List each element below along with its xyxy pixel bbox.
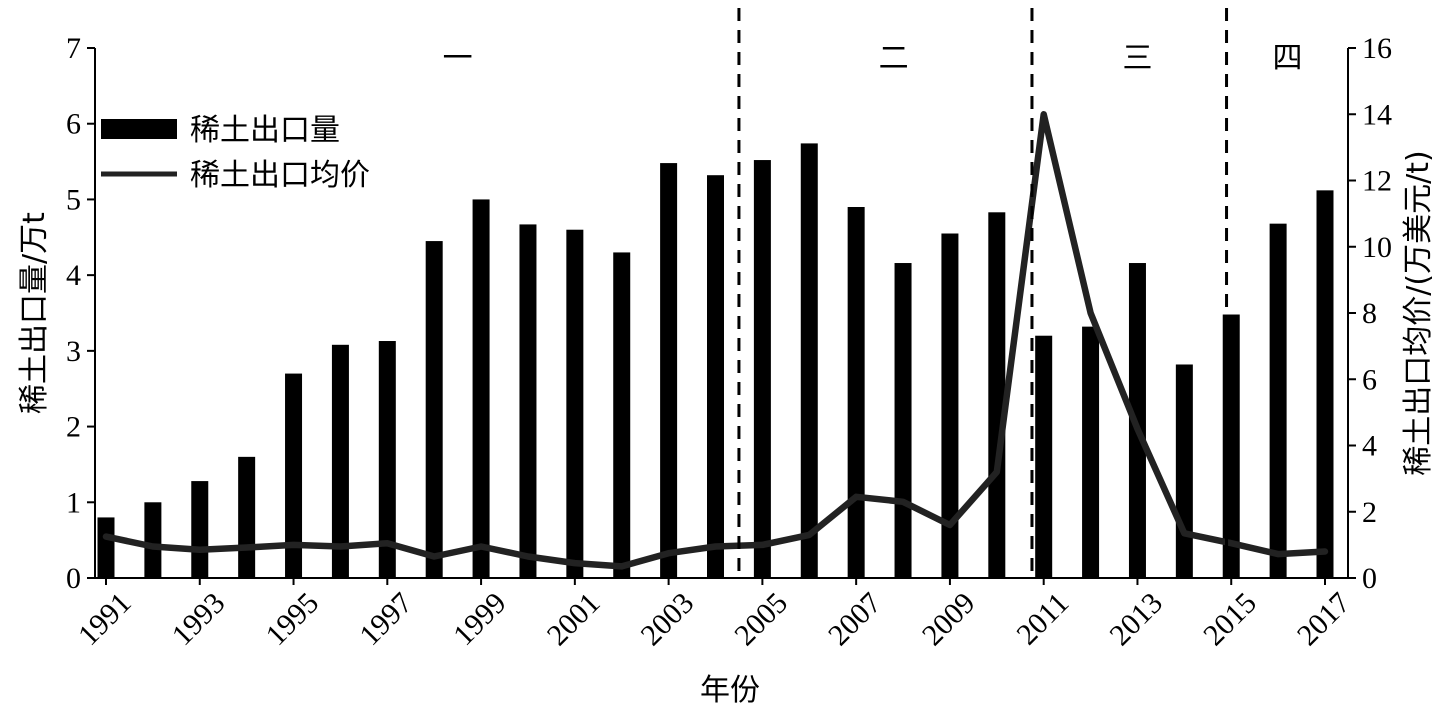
x-tick-label-2015: 2015 [1197, 586, 1263, 652]
bar-2006 [800, 143, 818, 578]
left-tick-label-4: 4 [66, 259, 81, 292]
x-tick-label-2009: 2009 [916, 586, 982, 652]
right-tick-label-6: 6 [1362, 363, 1377, 396]
right-tick-label-8: 8 [1362, 297, 1377, 330]
legend-bar-swatch [101, 119, 177, 139]
bar-2015 [1222, 314, 1240, 578]
x-tick-label-1995: 1995 [259, 586, 325, 652]
x-tick-label-1999: 1999 [447, 586, 513, 652]
bar-2002 [613, 252, 631, 578]
bar-1996 [331, 344, 349, 578]
bar-1992 [144, 502, 162, 578]
bar-1998 [425, 241, 443, 579]
bar-2000 [519, 224, 537, 578]
legend-line-label: 稀土出口均价 [190, 158, 370, 193]
x-tick-label-2001: 2001 [541, 586, 607, 652]
x-tick-label-2007: 2007 [822, 586, 888, 652]
x-tick-label-2003: 2003 [635, 586, 701, 652]
left-tick-label-3: 3 [66, 335, 81, 368]
bar-2003 [660, 163, 678, 579]
bar-2005 [753, 160, 771, 579]
phase-label-4: 四 [1272, 41, 1302, 76]
bar-2016 [1269, 223, 1287, 578]
right-y-axis-title: 稀土出口均价/(万美元/t) [1401, 150, 1436, 475]
bar-2012 [1082, 326, 1100, 578]
bar-2010 [988, 212, 1006, 579]
x-tick-label-1991: 1991 [72, 586, 138, 652]
x-tick-label-1997: 1997 [353, 586, 419, 652]
left-tick-label-7: 7 [66, 32, 81, 65]
bar-2011 [1035, 335, 1053, 578]
bar-1999 [472, 199, 490, 578]
bar-2001 [566, 229, 584, 578]
bar-2004 [707, 175, 724, 578]
right-tick-label-0: 0 [1362, 562, 1377, 595]
x-tick-label-2005: 2005 [728, 586, 794, 652]
x-tick-label-1993: 1993 [166, 586, 232, 652]
bar-1994 [238, 456, 256, 578]
bar-2017 [1316, 190, 1334, 579]
price-line [102, 111, 1329, 570]
bar-1995 [285, 373, 303, 578]
left-tick-label-5: 5 [66, 183, 81, 216]
bar-1993 [191, 481, 209, 578]
right-tick-label-2: 2 [1362, 496, 1377, 529]
phase-label-2: 二 [879, 41, 909, 76]
bar-1991 [97, 517, 115, 578]
x-axis-title: 年份 [700, 673, 760, 708]
bar-1997 [378, 341, 396, 578]
x-tick-label-2011: 2011 [1010, 586, 1075, 651]
right-tick-label-12: 12 [1362, 165, 1392, 198]
left-tick-label-6: 6 [66, 108, 81, 141]
phase-label-3: 三 [1122, 41, 1152, 76]
legend-bar-label: 稀土出口量 [190, 113, 340, 148]
bar-2009 [941, 233, 959, 578]
left-tick-label-1: 1 [66, 486, 81, 519]
phase-label-1: 一 [443, 41, 473, 76]
x-tick-label-2017: 2017 [1291, 586, 1357, 652]
right-tick-label-4: 4 [1362, 430, 1377, 463]
bar-2008 [894, 263, 912, 578]
right-tick-label-14: 14 [1362, 98, 1392, 131]
right-tick-label-10: 10 [1362, 231, 1392, 264]
right-tick-label-16: 16 [1362, 32, 1392, 65]
bar-2007 [847, 207, 865, 578]
left-tick-label-2: 2 [66, 411, 81, 444]
left-tick-label-0: 0 [66, 562, 81, 595]
bar-2014 [1175, 364, 1193, 578]
x-tick-label-2013: 2013 [1103, 586, 1169, 652]
left-y-axis-title: 稀土出口量/万t [17, 212, 52, 414]
